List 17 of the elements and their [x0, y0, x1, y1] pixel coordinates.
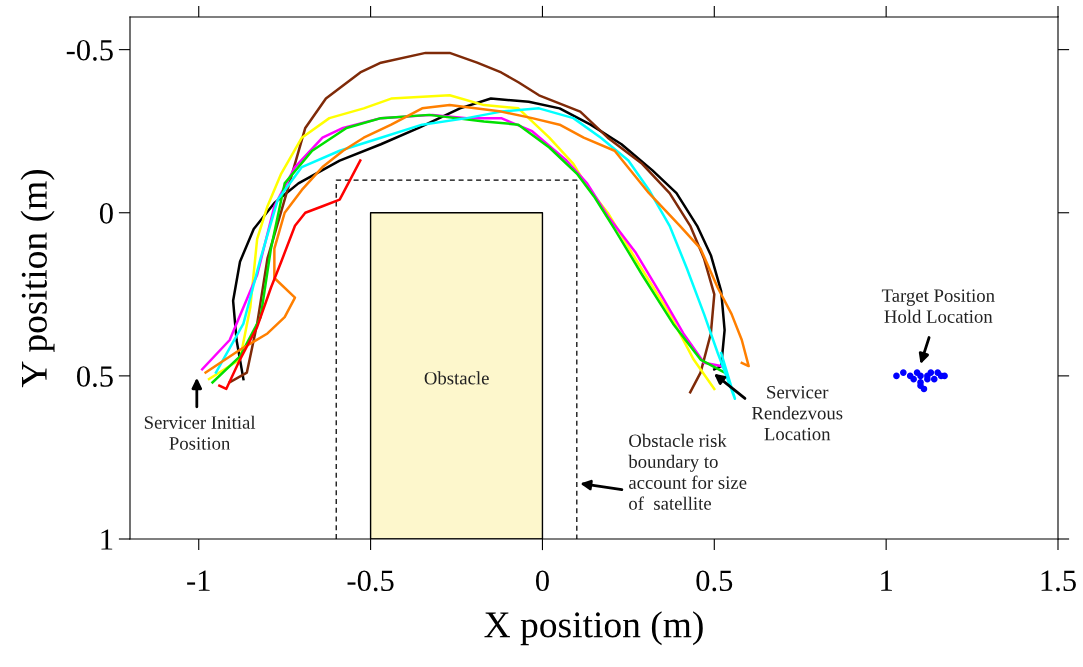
x-tick-label: 1 — [881, 570, 892, 591]
annotation: Servicer Rendezvous Location — [751, 385, 843, 441]
x-tick-label: -1 — [187, 570, 210, 591]
annotation: Obstacle — [424, 371, 489, 385]
y-tick-label: -0.5 — [66, 39, 113, 61]
x-tick-label: -0.5 — [347, 570, 394, 592]
annotation: Target Position Hold Location — [881, 289, 995, 323]
y-axis-title: Y position (m) — [20, 169, 55, 388]
x-tick-label: 0 — [535, 570, 549, 592]
annotation: Servicer Initial Position — [144, 415, 256, 450]
x-tick-label: 0.5 — [696, 570, 733, 592]
y-tick-label: 0.5 — [77, 366, 113, 387]
y-tick-label: 1 — [101, 529, 113, 550]
x-axis-title: X position (m) — [484, 611, 703, 646]
y-tick-label: 0 — [99, 203, 113, 224]
annotation: Obstacle risk boundary to account for size of satellite — [628, 433, 747, 510]
x-tick-label: 1.5 — [1041, 570, 1076, 592]
